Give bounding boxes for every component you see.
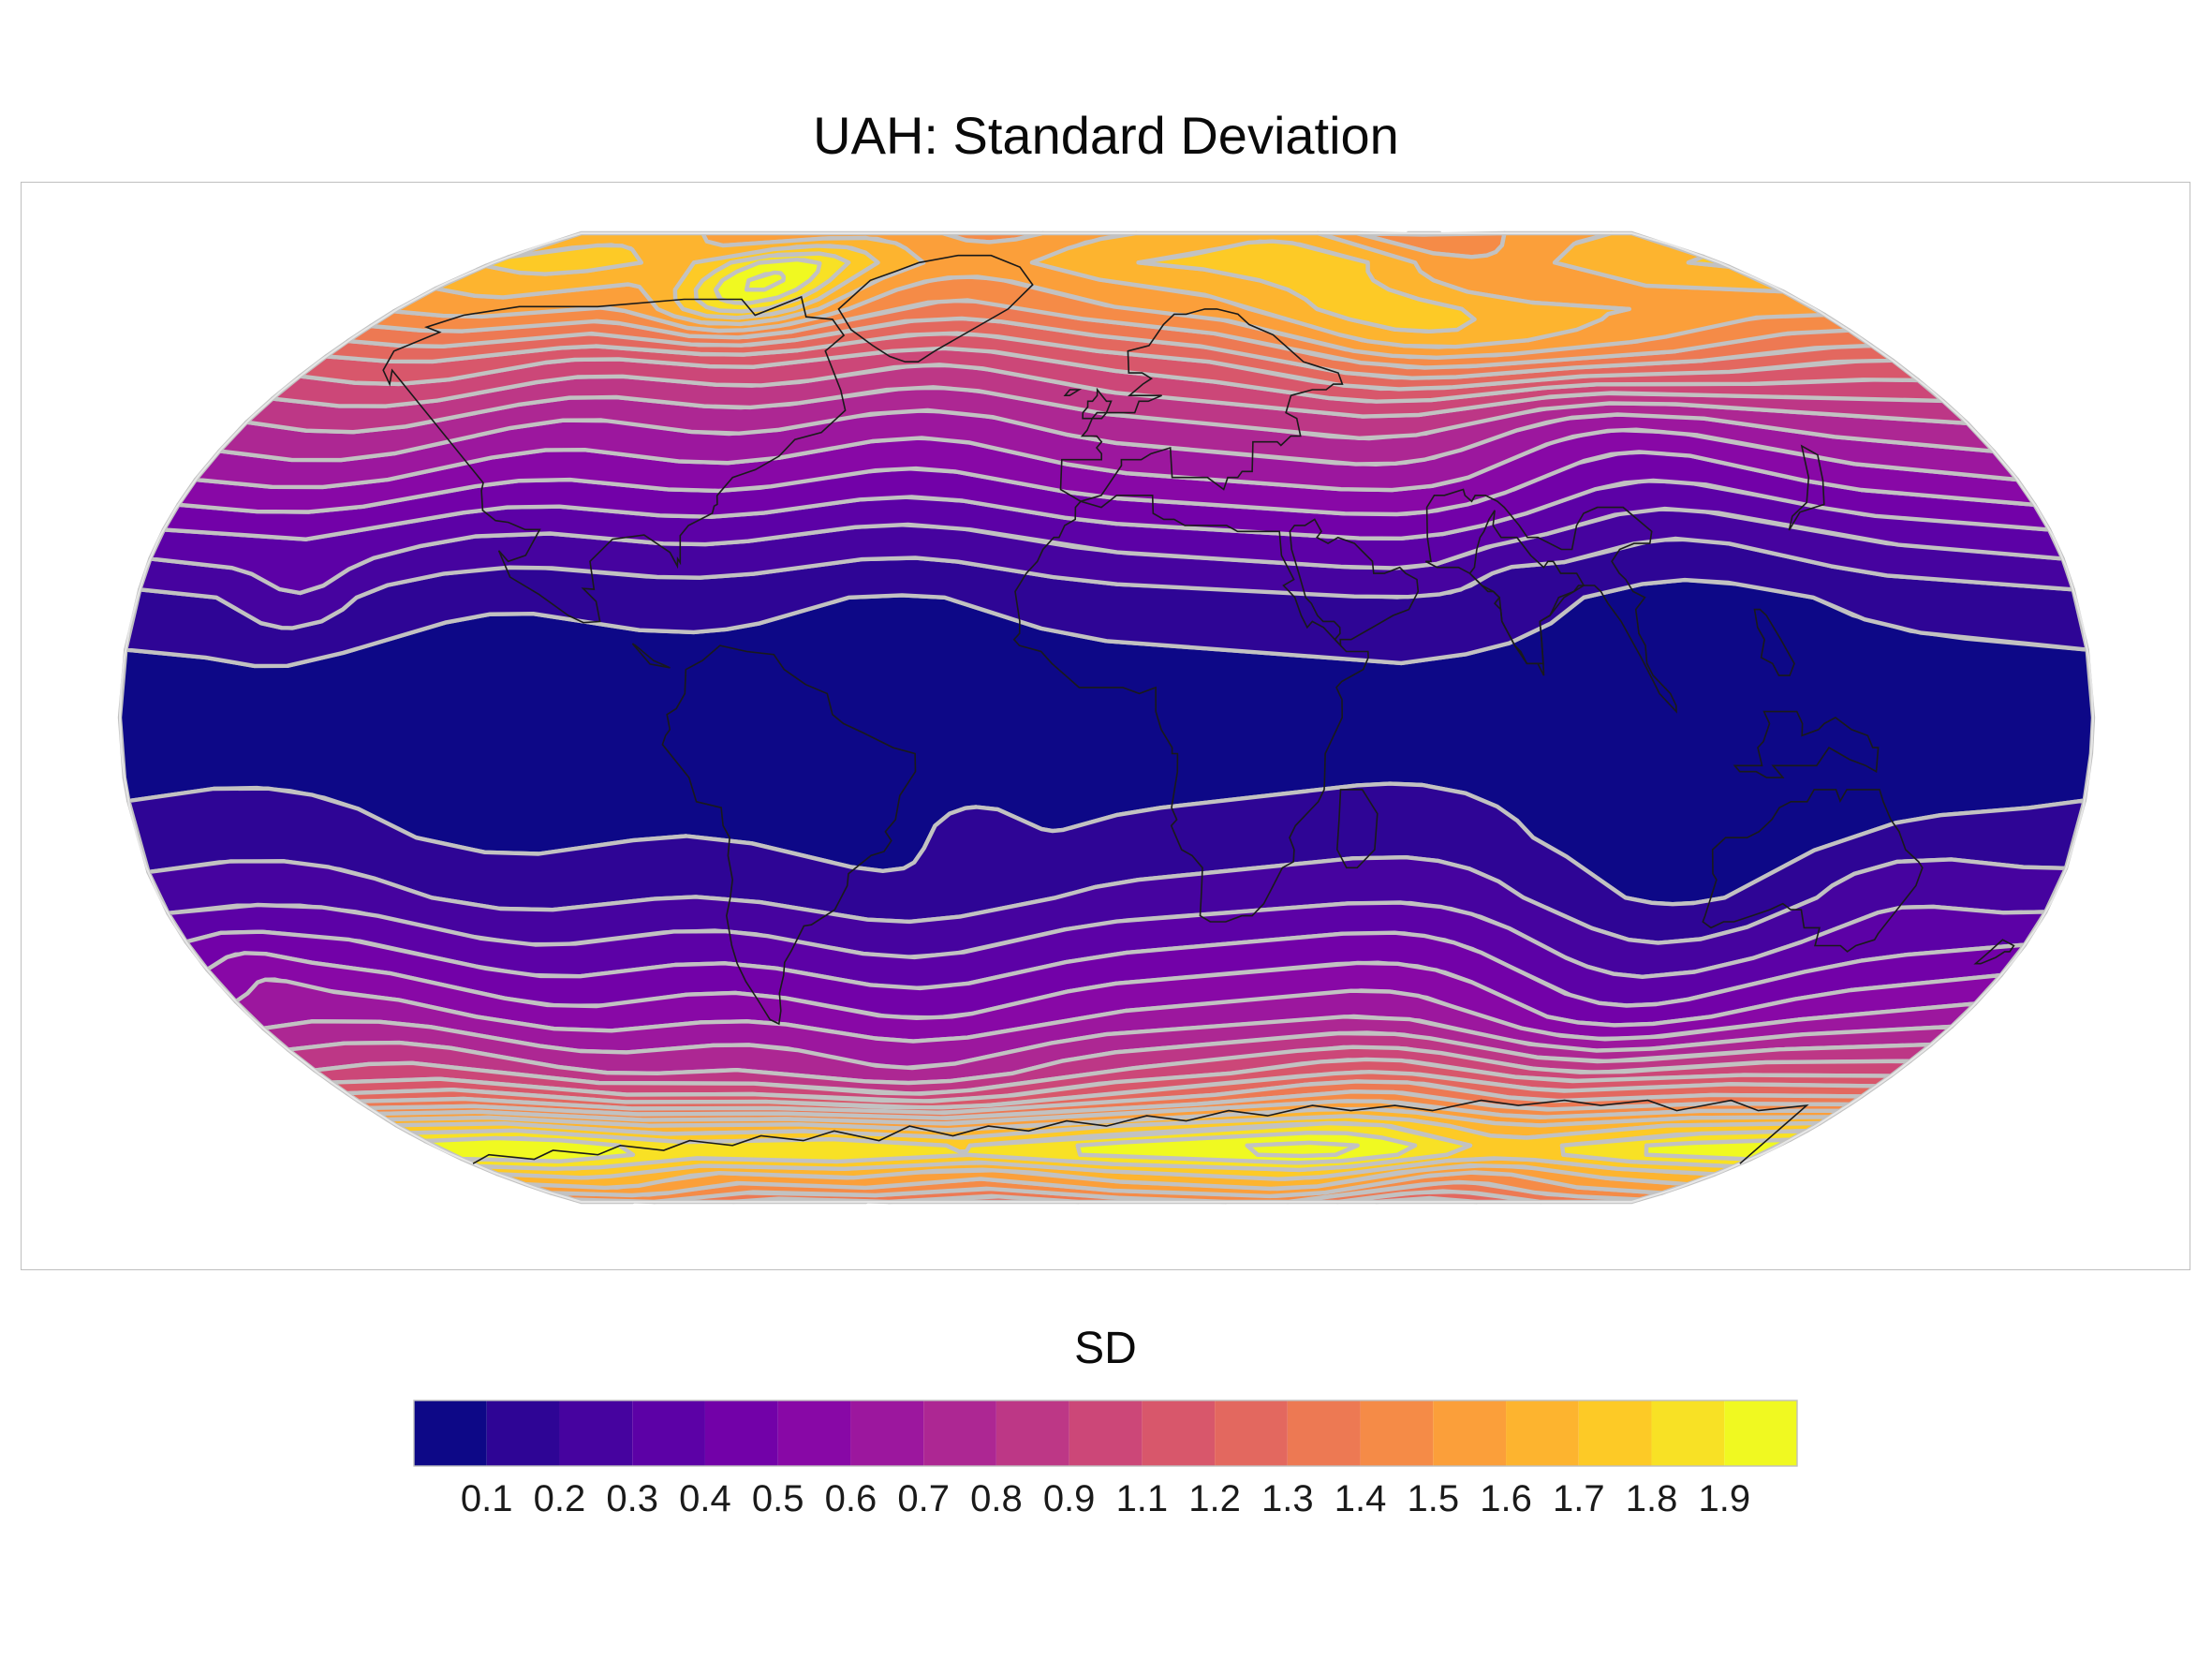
svg-text:1.2: 1.2 xyxy=(1188,1478,1241,1519)
svg-text:1.5: 1.5 xyxy=(1408,1478,1460,1519)
svg-text:1.8: 1.8 xyxy=(1626,1478,1678,1519)
svg-text:0.5: 0.5 xyxy=(752,1478,804,1519)
svg-text:1.9: 1.9 xyxy=(1698,1478,1750,1519)
svg-text:1.4: 1.4 xyxy=(1335,1478,1387,1519)
svg-text:0.4: 0.4 xyxy=(679,1478,731,1519)
svg-text:0.1: 0.1 xyxy=(461,1478,513,1519)
svg-text:0.7: 0.7 xyxy=(897,1478,950,1519)
svg-text:0.9: 0.9 xyxy=(1043,1478,1096,1519)
svg-text:1.1: 1.1 xyxy=(1116,1478,1169,1519)
svg-text:0.3: 0.3 xyxy=(606,1478,658,1519)
svg-text:1.3: 1.3 xyxy=(1261,1478,1314,1519)
svg-text:1.6: 1.6 xyxy=(1480,1478,1532,1519)
svg-text:1.7: 1.7 xyxy=(1553,1478,1605,1519)
svg-text:0.6: 0.6 xyxy=(825,1478,877,1519)
svg-text:SD: SD xyxy=(1074,1324,1137,1373)
svg-text:0.8: 0.8 xyxy=(970,1478,1023,1519)
svg-text:0.2: 0.2 xyxy=(534,1478,586,1519)
